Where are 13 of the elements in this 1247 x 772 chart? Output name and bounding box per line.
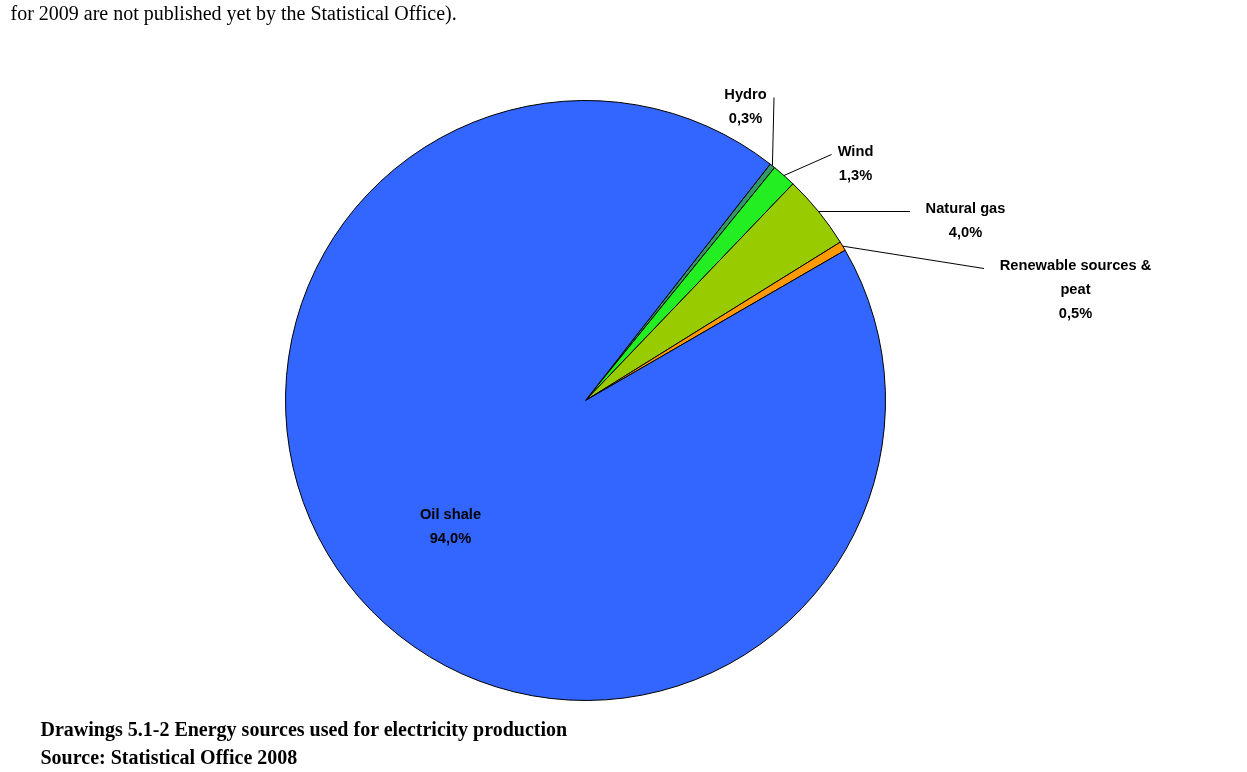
slice-label: Oil shale: [419, 505, 482, 522]
text: for 2009 are not published yet by the Statistical Office).: [10, 1, 457, 25]
data-label: 1,3%: [838, 166, 873, 183]
source-note: Source: Statistical Office 2008: [40, 745, 298, 768]
data-label: 94,0%: [429, 529, 472, 546]
slice-label: Natural gas: [925, 199, 1006, 216]
text: Drawings 5.1-2 Energy sources used for electricity production: [40, 717, 568, 741]
data-label: 4,0%: [948, 223, 983, 240]
slice-label: Renewable sources & peat: [999, 256, 1152, 297]
data-label: 0,5%: [1058, 304, 1093, 321]
slice-label: Hydro: [724, 85, 767, 102]
data-label: 0,3%: [728, 109, 763, 126]
slice-label: Wind: [837, 142, 874, 159]
